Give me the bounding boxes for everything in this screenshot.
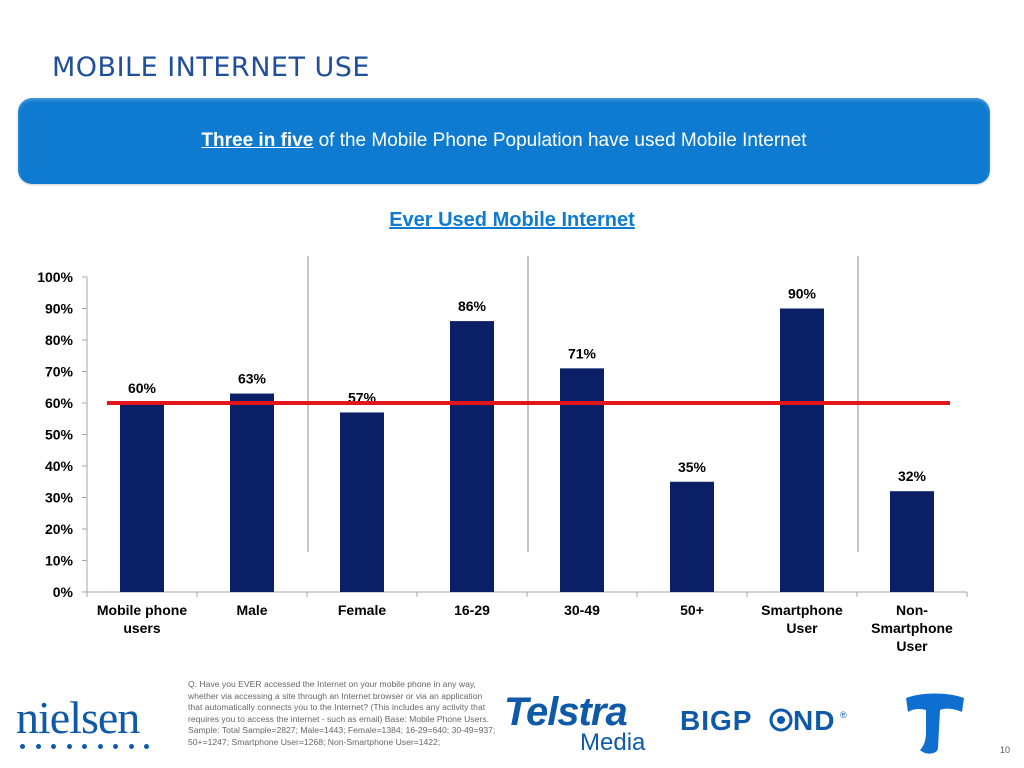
- x-category-label: Non-: [896, 602, 928, 618]
- y-tick-label: 30%: [45, 490, 74, 506]
- bar: [120, 403, 164, 592]
- x-category-label: Male: [236, 602, 267, 618]
- footnote: Q. Have you EVER accessed the Internet o…: [188, 679, 496, 747]
- y-tick-label: 0%: [53, 584, 74, 600]
- x-category-label: User: [896, 638, 928, 654]
- x-category-label: 16-29: [454, 602, 490, 618]
- nielsen-dots: [16, 744, 149, 749]
- telstra-t-logo: [902, 692, 966, 761]
- banner-highlight: Three in five: [201, 130, 314, 151]
- y-tick-label: 80%: [45, 332, 74, 348]
- y-tick-label: 90%: [45, 301, 74, 317]
- bar: [230, 393, 274, 592]
- page-number: 10: [999, 745, 1010, 755]
- x-category-label: 50+: [680, 602, 704, 618]
- bar: [670, 481, 714, 592]
- bigpond-wordmark: BIGP ND ®: [680, 705, 847, 736]
- bar: [340, 412, 384, 592]
- telstra-t-icon: [906, 693, 964, 754]
- x-category-label: Mobile phone: [97, 602, 187, 618]
- headline-banner: Three in five of the Mobile Phone Popula…: [18, 98, 990, 184]
- svg-text:®: ®: [840, 710, 847, 720]
- x-category-label: Smartphone: [761, 602, 843, 618]
- bar-value-label: 35%: [678, 459, 707, 475]
- y-tick-label: 40%: [45, 458, 74, 474]
- x-category-label: Female: [338, 602, 386, 618]
- bar-value-label: 63%: [238, 371, 267, 387]
- bigpond-logo: BIGP ND ®: [680, 704, 860, 741]
- nielsen-logo: nielsen: [16, 692, 149, 749]
- banner-text: of the Mobile Phone Population have used…: [313, 130, 807, 151]
- bar-value-label: 86%: [458, 298, 487, 314]
- x-category-label: 30-49: [564, 602, 600, 618]
- bar: [450, 321, 494, 592]
- chart-title: Ever Used Mobile Internet: [389, 209, 635, 231]
- y-tick-label: 70%: [45, 364, 74, 380]
- svg-text:BIGP: BIGP: [680, 705, 752, 736]
- x-category-label: User: [786, 620, 818, 636]
- page-title: MOBILE INTERNET USE: [52, 52, 370, 83]
- y-tick-label: 60%: [45, 395, 74, 411]
- bar-value-label: 90%: [788, 286, 817, 302]
- bar: [560, 368, 604, 592]
- y-tick-label: 10%: [45, 553, 74, 569]
- x-category-label: Smartphone: [871, 620, 953, 636]
- bar: [890, 491, 934, 592]
- bar-value-label: 32%: [898, 468, 927, 484]
- bar-value-label: 71%: [568, 345, 597, 361]
- y-tick-label: 50%: [45, 427, 74, 443]
- nielsen-wordmark: nielsen: [16, 692, 140, 743]
- x-category-label: users: [123, 620, 161, 636]
- media-wordmark: Media: [580, 729, 646, 756]
- svg-text:ND: ND: [793, 705, 835, 736]
- y-tick-label: 100%: [37, 269, 73, 285]
- telstra-media-logo: Telstra Media: [504, 690, 646, 756]
- bar: [780, 308, 824, 592]
- bar-value-label: 60%: [128, 380, 157, 396]
- telstra-wordmark: Telstra: [504, 690, 628, 734]
- y-tick-label: 20%: [45, 521, 74, 537]
